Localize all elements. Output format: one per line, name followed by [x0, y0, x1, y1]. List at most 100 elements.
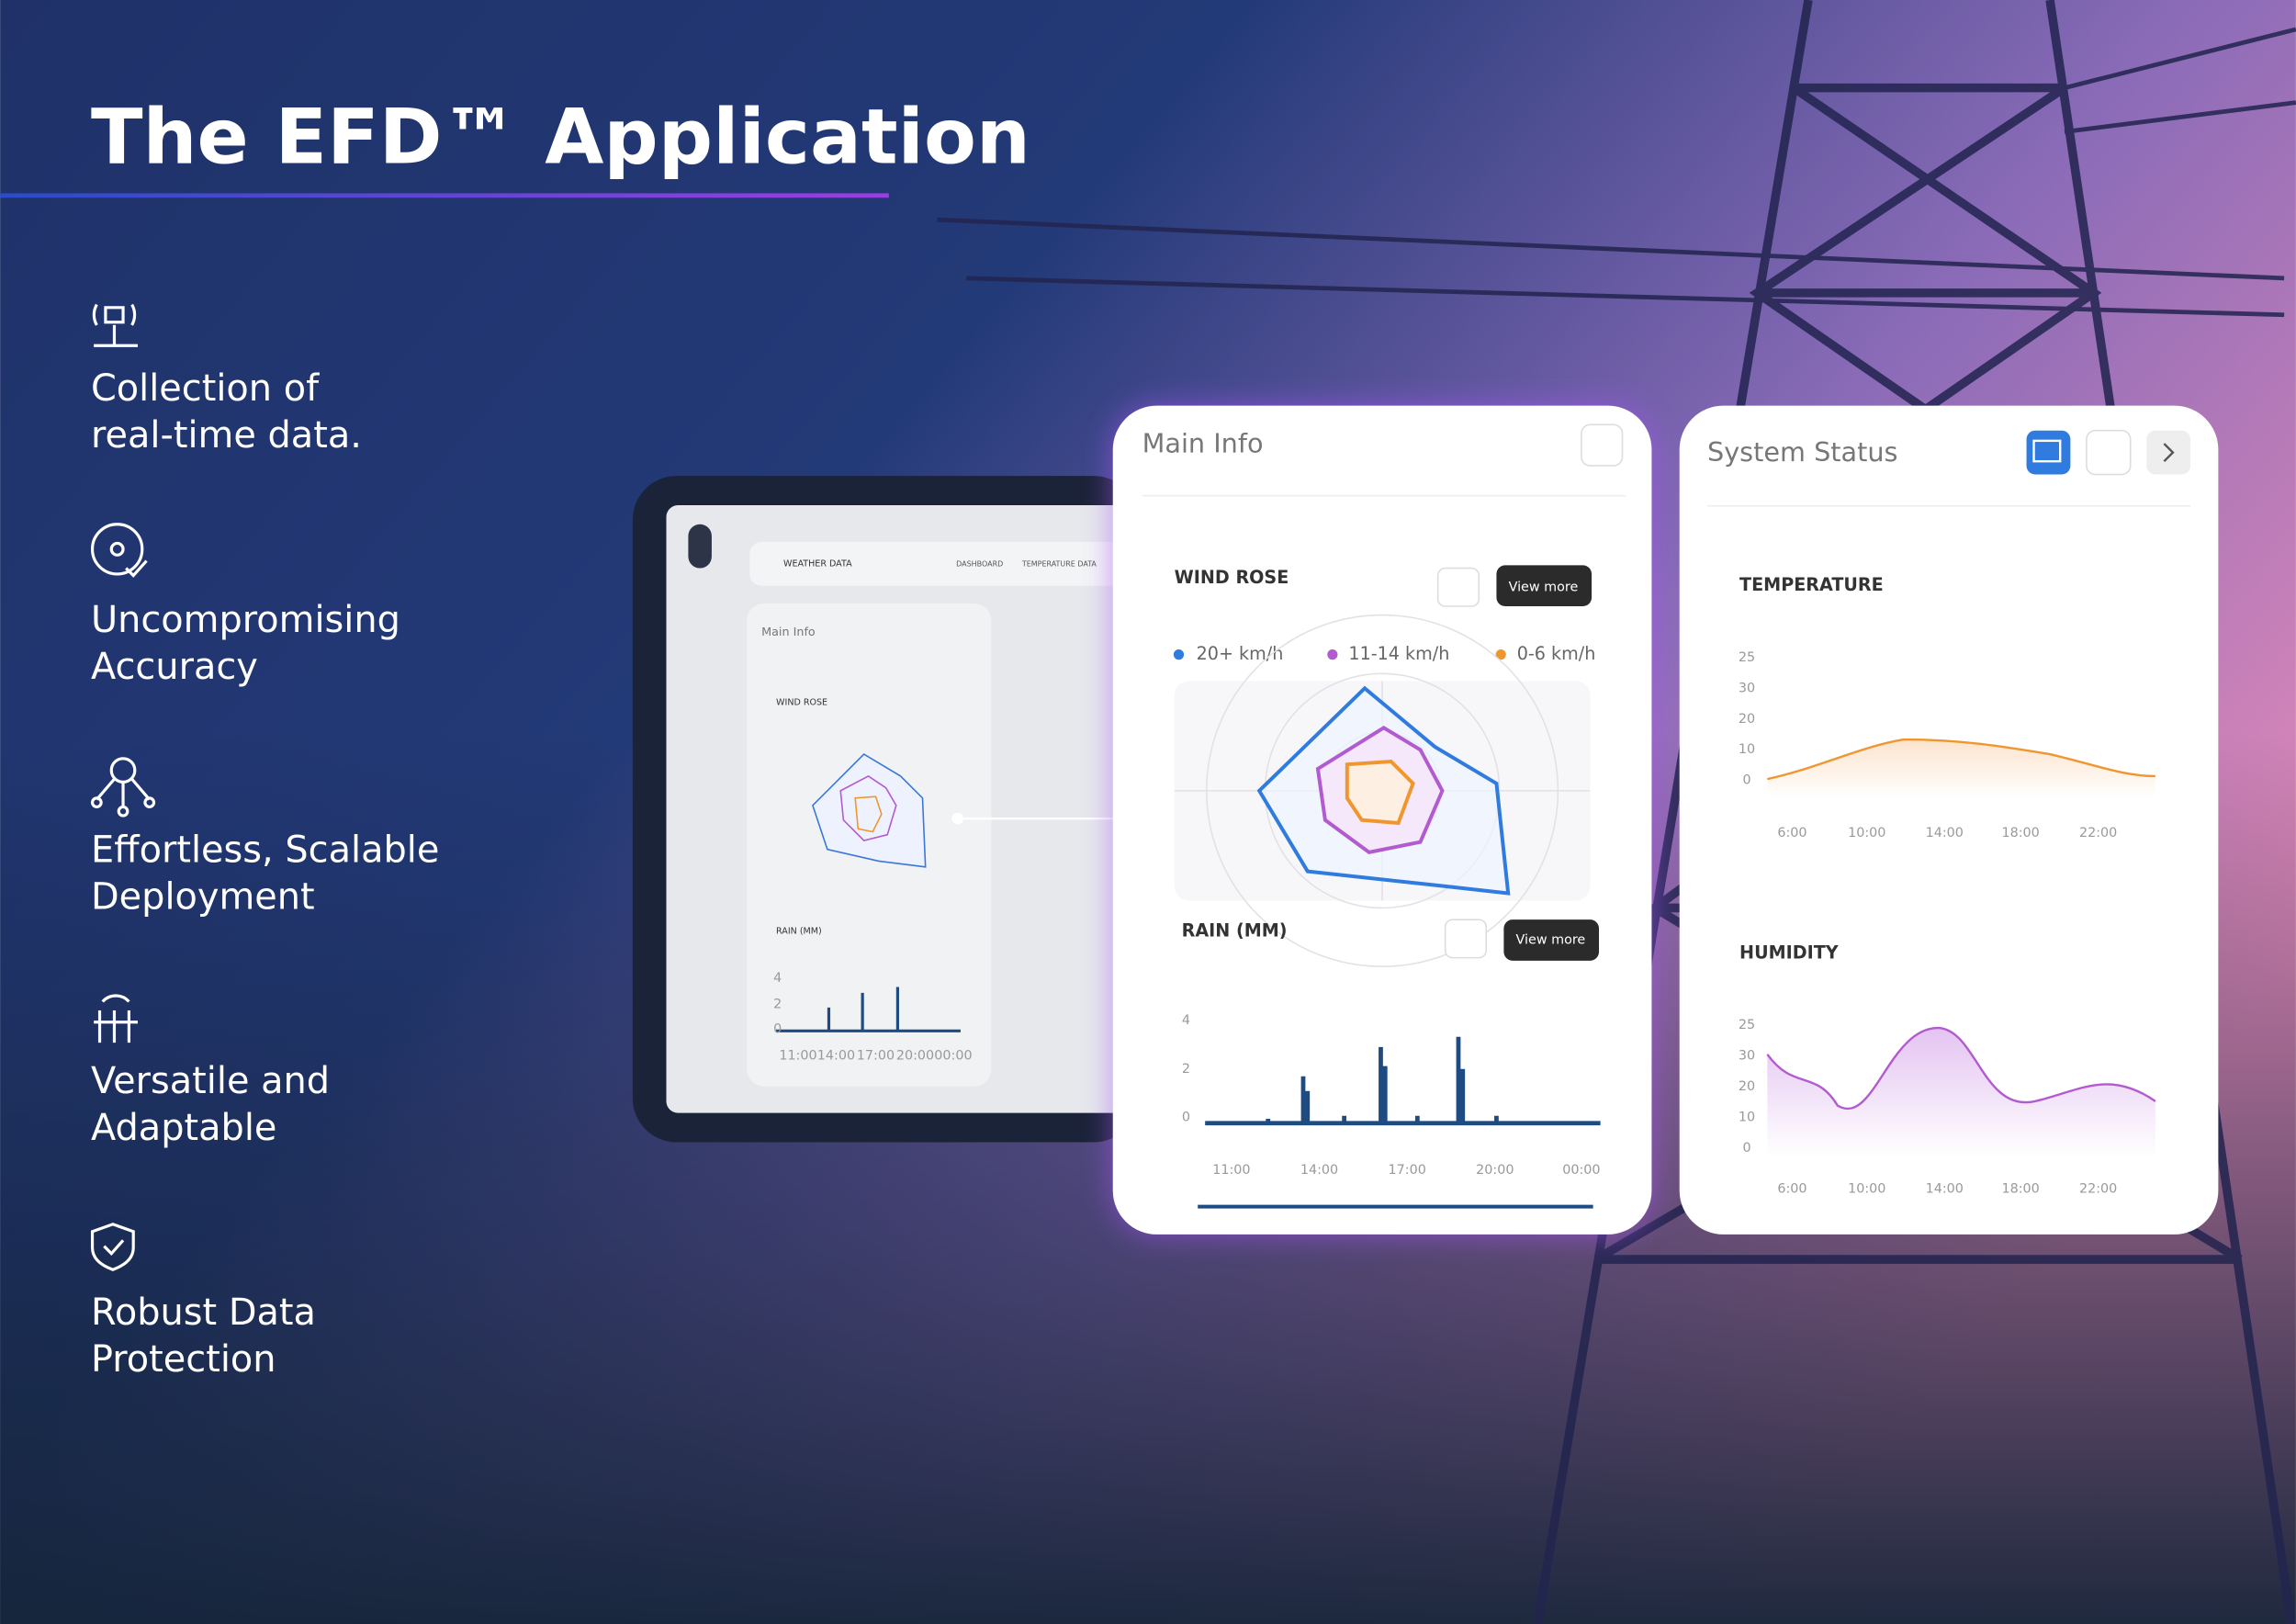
next-button[interactable] — [2146, 430, 2191, 475]
feature-text: Collection of — [91, 367, 320, 410]
y-tick-label: 0 — [1742, 773, 1750, 788]
system-status-card — [1679, 405, 2219, 1235]
section-title: RAIN (MM) — [1182, 919, 1288, 941]
legend-label: 20+ km/h — [1197, 643, 1284, 664]
x-tick-label: 17:00 — [1389, 1163, 1426, 1178]
shape — [109, 541, 125, 557]
x-tick-label: 14:00 — [1926, 1182, 1964, 1197]
y-tick-label: 20 — [1739, 1079, 1755, 1094]
legend-label: 0-6 km/h — [1517, 643, 1596, 664]
x-tick-label: 11:00 — [779, 1048, 816, 1063]
y-tick-label: 0 — [773, 1022, 782, 1037]
brush-button[interactable] — [2086, 429, 2132, 476]
x-tick-label: 20:00 — [896, 1048, 934, 1063]
humidity-line — [1766, 1026, 2156, 1110]
expand-icon — [2032, 439, 2062, 463]
shape — [90, 1223, 135, 1271]
temperature-line — [1767, 738, 2155, 781]
tablet-section: WIND ROSE — [776, 698, 827, 708]
y-tick-label: 2 — [773, 998, 782, 1012]
map-button[interactable] — [1436, 567, 1480, 607]
rain-bars — [1205, 1036, 1601, 1126]
tablet-section: RAIN (MM) — [776, 926, 822, 936]
x-tick-label: 22:00 — [2079, 826, 2117, 840]
title-underline — [0, 193, 889, 198]
view-more-button[interactable] — [1496, 565, 1593, 607]
view-more-label: View more — [1516, 932, 1586, 947]
shape — [92, 303, 138, 347]
y-tick-label: 25 — [1739, 650, 1755, 665]
feature-text: Uncompromising — [91, 599, 400, 641]
card-title: System Status — [1707, 436, 1898, 468]
shape — [94, 994, 138, 1043]
feature-text: Accuracy — [91, 646, 258, 688]
divider — [1142, 494, 1626, 497]
feature-text: Effortless, Scalable — [91, 829, 439, 871]
y-tick-label: 30 — [1739, 1048, 1755, 1063]
x-tick-label: 00:00 — [1562, 1163, 1600, 1178]
y-tick-label: 10 — [1739, 742, 1755, 757]
x-tick-label: 11:00 — [1212, 1163, 1250, 1178]
tablet-sidebar-toggle — [688, 524, 712, 569]
tablet-card-title: Main Info — [761, 626, 816, 639]
legend-label: 11-14 km/h — [1348, 643, 1449, 664]
legend-dot — [1173, 649, 1185, 660]
section-title: TEMPERATURE — [1739, 574, 1884, 595]
shape — [117, 805, 129, 818]
shape — [125, 559, 148, 578]
x-tick-label: 14:00 — [1926, 826, 1964, 840]
y-tick-label: 20 — [1739, 712, 1755, 727]
temperature-area — [1767, 739, 2155, 798]
chevron — [2163, 443, 2175, 463]
y-tick-label: 30 — [1739, 681, 1755, 695]
x-tick-label: 6:00 — [1777, 826, 1806, 840]
shape — [143, 796, 156, 809]
x-tick-label: 22:00 — [2079, 1182, 2117, 1197]
x-tick-label: 20:00 — [1476, 1163, 1514, 1178]
x-tick-label: 18:00 — [2002, 826, 2040, 840]
section-title: WIND ROSE — [1175, 567, 1289, 588]
feature-text: Adaptable — [91, 1107, 276, 1149]
feature-text: Versatile and — [91, 1060, 330, 1102]
tablet-rose-mid — [839, 775, 897, 841]
y-tick-label: 25 — [1739, 1018, 1755, 1032]
view-more-label: View more — [1509, 580, 1579, 594]
x-tick-label: 6:00 — [1777, 1182, 1806, 1197]
shape — [937, 27, 2296, 318]
tablet-rose-inner — [854, 795, 883, 833]
section-title: HUMIDITY — [1739, 942, 1840, 963]
y-tick-label: 0 — [1742, 1141, 1750, 1156]
connector-dot — [951, 812, 964, 825]
title: The EFD™ Application — [91, 93, 1030, 182]
x-tick-label: 18:00 — [2002, 1182, 2040, 1197]
x-tick-label: 10:00 — [1848, 1182, 1885, 1197]
humidity-area — [1767, 1028, 2155, 1157]
tablet-rose-outer — [812, 753, 927, 868]
card-title: Main Info — [1142, 428, 1264, 459]
tablet-rain — [776, 987, 961, 1032]
legend-dot — [1327, 649, 1338, 660]
view-more-button[interactable] — [1503, 919, 1600, 961]
y-tick-label: 4 — [773, 971, 782, 986]
y-tick-label: 10 — [1739, 1110, 1755, 1124]
tablet-tab: DASHBOARD — [956, 559, 1003, 568]
x-tick-label: 17:00 — [857, 1048, 895, 1063]
x-tick-label: 10:00 — [1848, 826, 1885, 840]
shape — [96, 778, 151, 809]
y-tick-label: 2 — [1182, 1062, 1190, 1077]
y-tick-label: 4 — [1182, 1013, 1190, 1028]
feature-text: Protection — [91, 1338, 276, 1381]
map-button[interactable] — [1444, 919, 1488, 959]
feature-icons — [90, 303, 156, 1271]
shape — [90, 796, 103, 809]
x-tick-label: 14:00 — [1300, 1163, 1338, 1178]
rose-inner — [1345, 759, 1415, 826]
legend-dot — [1495, 649, 1506, 660]
brush-button[interactable] — [1581, 423, 1624, 467]
x-tick-label: 14:00 — [817, 1048, 855, 1063]
tablet-menu: WEATHER DATA — [783, 558, 852, 569]
feature-text: Robust Data — [91, 1291, 316, 1334]
